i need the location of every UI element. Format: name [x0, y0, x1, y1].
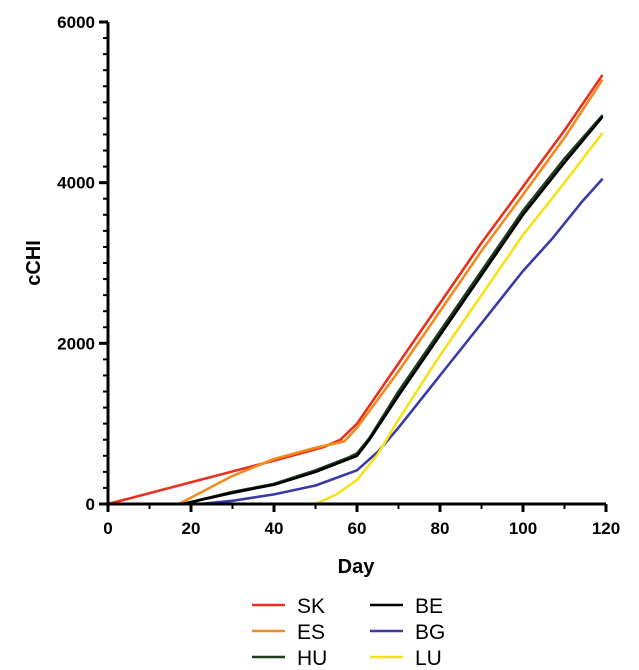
legend-label-hu: HU [297, 647, 327, 670]
y-tick-label: 0 [86, 495, 95, 514]
x-tick-label: 20 [182, 519, 201, 538]
y-tick-label: 6000 [57, 13, 95, 32]
y-axis: 0 2000 4000 6000 [57, 13, 110, 514]
plot-lines [106, 74, 604, 506]
series-line-bg [106, 178, 604, 506]
legend-label-es: ES [297, 621, 325, 644]
y-axis-title: cCHI [23, 240, 45, 286]
x-axis-title: Day [338, 556, 376, 578]
x-tick-label: 0 [103, 519, 112, 538]
x-tick-label: 100 [509, 519, 537, 538]
legend: SK ES HU BE BG LU [252, 595, 445, 670]
legend-label-bg: BG [415, 621, 445, 644]
legend-label-be: BE [415, 595, 443, 618]
x-tick-label: 120 [592, 519, 620, 538]
x-tick-label: 60 [348, 519, 367, 538]
series-line-sk [106, 74, 604, 506]
series-line-lu [106, 132, 604, 506]
series-line-be [106, 116, 604, 506]
y-tick-label: 4000 [57, 174, 95, 193]
series-line-es [106, 79, 604, 506]
y-tick-label: 2000 [57, 334, 95, 353]
legend-label-sk: SK [297, 595, 325, 618]
x-axis: 0 20 40 60 80 100 120 [103, 502, 620, 538]
x-tick-label: 80 [431, 519, 450, 538]
x-tick-label: 40 [265, 519, 284, 538]
series-line-hu [106, 114, 604, 506]
legend-label-lu: LU [415, 647, 442, 670]
